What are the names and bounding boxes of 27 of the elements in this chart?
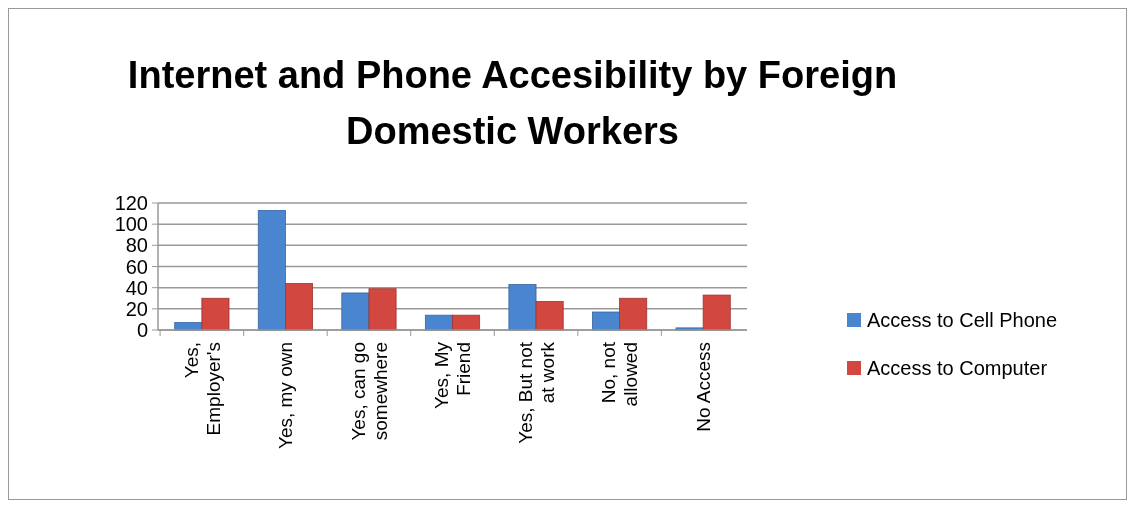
x-tick-label: Yes, can go somewhere xyxy=(347,342,391,441)
legend-label: Access to Computer xyxy=(867,357,1048,379)
x-tick-label: Yes, But not at work xyxy=(514,341,558,444)
bar xyxy=(452,314,481,331)
chart-title: Internet and Phone Accesibility by Foreign Domestic Workers xyxy=(127,54,898,152)
y-tick-label: 20 xyxy=(125,297,148,320)
bar xyxy=(368,288,397,331)
bar xyxy=(285,283,313,331)
y-tick-label: 80 xyxy=(125,234,148,257)
bar xyxy=(535,301,564,331)
y-tick-label: 60 xyxy=(125,255,148,278)
x-tick-label: Yes, my own xyxy=(275,342,297,450)
legend-label: Access to Cell Phone xyxy=(867,309,1058,331)
bar xyxy=(341,292,370,331)
bar xyxy=(592,311,620,331)
x-tick-label: No Access xyxy=(692,342,714,432)
bar xyxy=(702,294,731,331)
y-tick-label: 40 xyxy=(125,276,148,299)
bar xyxy=(201,297,230,331)
x-tick-label: Yes, My Friend xyxy=(431,341,475,409)
bar xyxy=(619,297,648,331)
y-tick-label: 120 xyxy=(114,192,148,214)
x-tick-label: Yes, Employer's xyxy=(180,342,224,436)
bar xyxy=(257,210,286,331)
y-tick-label: 0 xyxy=(136,319,148,341)
bar xyxy=(508,284,537,331)
y-tick-label: 100 xyxy=(114,213,148,236)
